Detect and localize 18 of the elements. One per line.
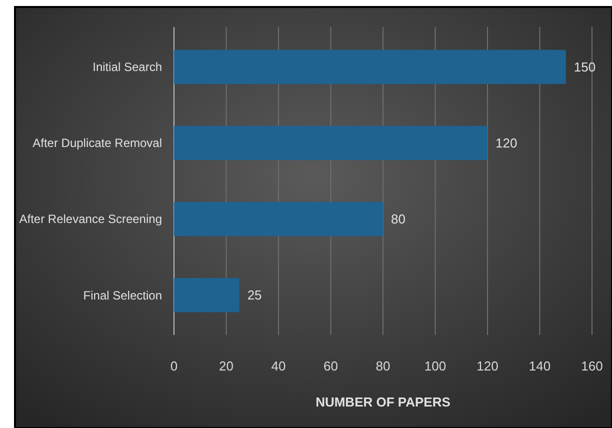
x-tick-label: 100 bbox=[424, 358, 446, 374]
data-label: 25 bbox=[247, 288, 262, 303]
data-label: 80 bbox=[391, 212, 406, 227]
y-tick-label: Final Selection bbox=[83, 288, 162, 302]
y-tick-label: After Relevance Screening bbox=[19, 212, 162, 226]
x-tick-label: 60 bbox=[324, 358, 338, 374]
y-tick-label: Initial Search bbox=[92, 60, 162, 74]
x-tick-label: 0 bbox=[170, 358, 178, 374]
x-tick-label: 20 bbox=[219, 358, 234, 374]
x-tick-label: 140 bbox=[528, 358, 551, 374]
x-tick-label: 40 bbox=[271, 358, 286, 374]
y-tick-label: After Duplicate Removal bbox=[32, 136, 162, 150]
x-tick-label: 120 bbox=[476, 358, 498, 374]
x-tick-label: 160 bbox=[581, 358, 603, 374]
data-label: 120 bbox=[496, 136, 518, 151]
x-axis-title: NUMBER OF PAPERS bbox=[316, 394, 451, 410]
x-tick-label: 80 bbox=[376, 358, 390, 374]
data-label: 150 bbox=[574, 59, 596, 74]
